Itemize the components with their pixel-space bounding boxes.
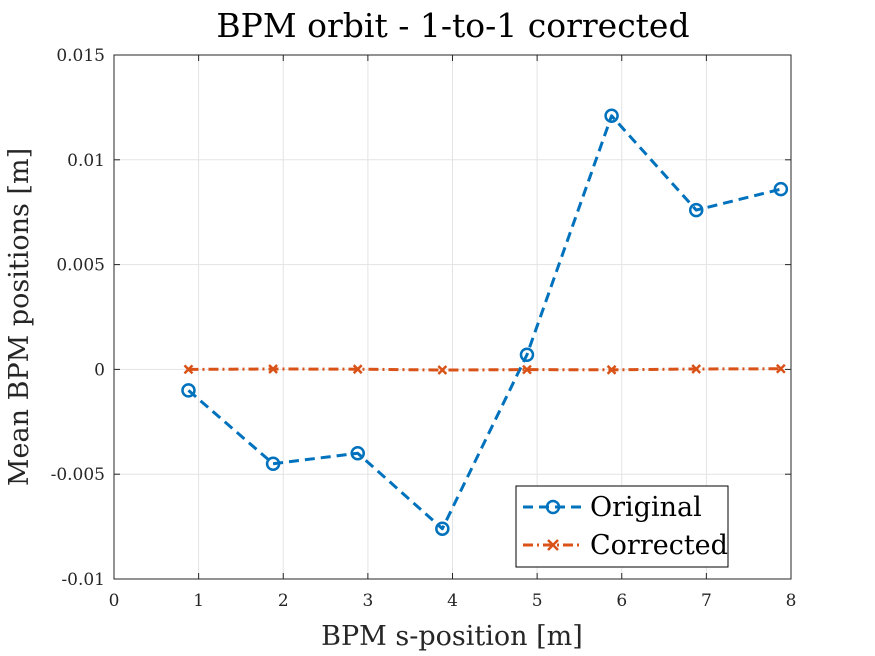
y-tick-label: -0.005 bbox=[51, 465, 105, 485]
x-tick-label: 3 bbox=[362, 591, 373, 611]
y-tick-label: 0.005 bbox=[56, 256, 105, 276]
x-tick-label: 0 bbox=[109, 591, 120, 611]
series-original bbox=[181, 108, 789, 536]
chart-title: BPM orbit - 1-to-1 corrected bbox=[216, 6, 689, 45]
legend-label-corrected: Corrected bbox=[590, 530, 728, 561]
data-point-original bbox=[604, 108, 619, 124]
legend-marker-corrected bbox=[547, 539, 559, 551]
series-layer bbox=[181, 108, 789, 536]
data-point-corrected bbox=[437, 365, 448, 375]
data-point-corrected bbox=[775, 363, 786, 374]
legend-label-original: Original bbox=[590, 492, 702, 523]
y-tick-label: 0.015 bbox=[56, 46, 105, 66]
legend-item-original: Original bbox=[523, 492, 702, 523]
data-point-original bbox=[773, 181, 789, 197]
data-point-original bbox=[435, 521, 450, 536]
data-point-corrected bbox=[352, 364, 363, 375]
series-corrected bbox=[183, 363, 786, 375]
data-point-original bbox=[519, 347, 535, 362]
legend-box bbox=[515, 485, 729, 568]
data-point-original bbox=[688, 202, 704, 218]
data-point-corrected bbox=[691, 364, 702, 374]
y-tick-label: 0.01 bbox=[67, 151, 105, 171]
x-tick-label: 4 bbox=[447, 591, 458, 611]
grid bbox=[113, 54, 792, 580]
x-tick-label: 2 bbox=[278, 591, 289, 611]
y-axis-title: Mean BPM positions [m] bbox=[4, 148, 35, 486]
legend: Original Corrected bbox=[515, 485, 729, 568]
data-point-corrected bbox=[606, 364, 617, 375]
data-point-original bbox=[181, 383, 196, 398]
y-axis: -0.01 -0.005 0 0.005 0.01 0.015 bbox=[51, 46, 791, 590]
x-axis: 0 1 2 3 4 5 6 7 8 bbox=[109, 55, 797, 611]
data-point-original bbox=[350, 445, 365, 461]
x-tick-label: 6 bbox=[616, 591, 627, 611]
y-tick-label: -0.01 bbox=[61, 570, 105, 590]
legend-marker-original bbox=[545, 499, 561, 515]
legend-item-corrected: Corrected bbox=[523, 530, 728, 561]
data-point-original bbox=[265, 456, 281, 471]
x-tick-label: 1 bbox=[193, 591, 204, 611]
series-line-original bbox=[187, 114, 782, 531]
x-tick-label: 8 bbox=[786, 591, 797, 611]
x-axis-title: BPM s-position [m] bbox=[321, 621, 583, 652]
x-tick-label: 7 bbox=[701, 591, 712, 611]
data-point-corrected bbox=[522, 364, 532, 375]
y-tick-label: 0 bbox=[94, 360, 105, 380]
data-point-corrected bbox=[268, 364, 278, 374]
x-tick-label: 5 bbox=[532, 591, 543, 611]
data-point-corrected bbox=[183, 364, 194, 375]
